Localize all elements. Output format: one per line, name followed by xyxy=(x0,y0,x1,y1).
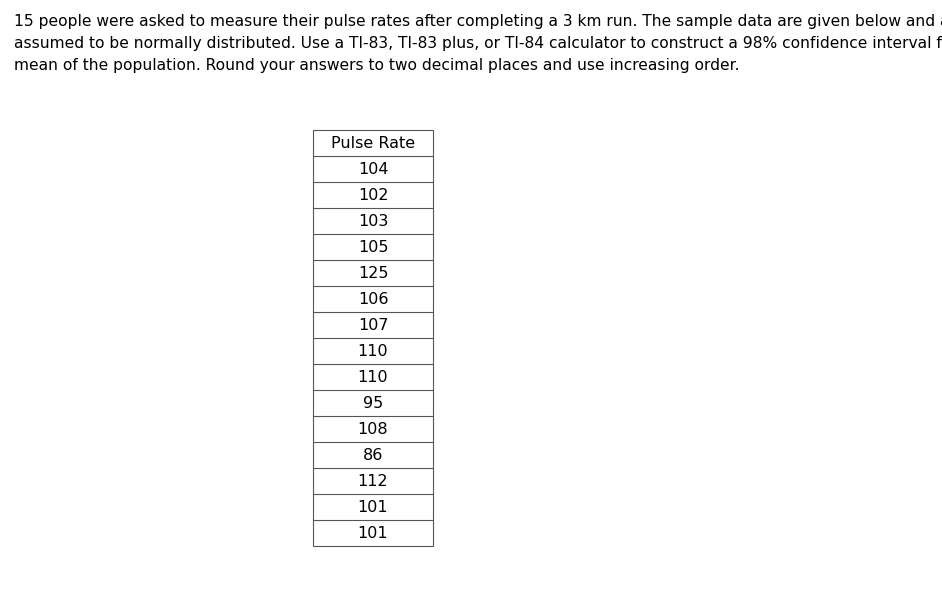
Text: Pulse Rate: Pulse Rate xyxy=(331,136,415,151)
Text: 105: 105 xyxy=(358,240,388,255)
Text: 101: 101 xyxy=(358,500,388,514)
Text: 104: 104 xyxy=(358,162,388,177)
Text: assumed to be normally distributed. Use a TI-83, TI-83 plus, or TI-84 calculator: assumed to be normally distributed. Use … xyxy=(14,36,942,51)
Text: 95: 95 xyxy=(363,396,383,411)
Text: 103: 103 xyxy=(358,214,388,229)
Text: 101: 101 xyxy=(358,526,388,540)
Text: 107: 107 xyxy=(358,318,388,333)
Text: 86: 86 xyxy=(363,448,383,462)
Text: 110: 110 xyxy=(358,370,388,385)
Text: mean of the population. Round your answers to two decimal places and use increas: mean of the population. Round your answe… xyxy=(14,58,739,73)
Text: 102: 102 xyxy=(358,188,388,203)
Text: 112: 112 xyxy=(358,474,388,488)
Text: 106: 106 xyxy=(358,292,388,307)
Text: 110: 110 xyxy=(358,344,388,359)
Bar xyxy=(313,130,433,546)
Text: 125: 125 xyxy=(358,266,388,281)
Text: 15 people were asked to measure their pulse rates after completing a 3 km run. T: 15 people were asked to measure their pu… xyxy=(14,14,942,29)
Text: 108: 108 xyxy=(358,422,388,436)
